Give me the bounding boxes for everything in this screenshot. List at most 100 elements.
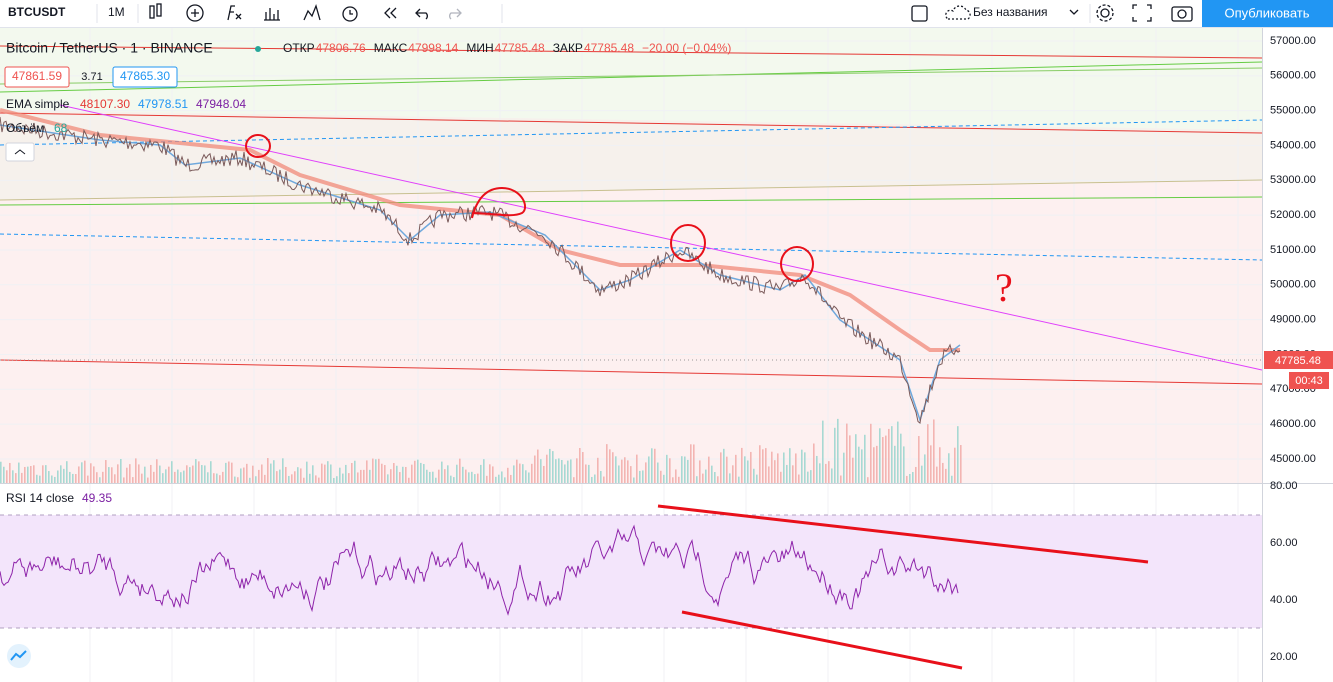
volume-bar xyxy=(342,473,344,483)
fullscreen-icon[interactable] xyxy=(1132,4,1152,22)
volume-bar xyxy=(819,463,821,483)
tv-logo-mark xyxy=(10,650,27,661)
trend-line xyxy=(0,61,1263,93)
volume-bar xyxy=(180,472,182,483)
publish-label[interactable]: Опубликовать xyxy=(1224,5,1309,20)
volume-bar xyxy=(441,461,443,483)
volume-bar xyxy=(357,472,359,483)
volume-bar xyxy=(171,461,173,483)
volume-bar xyxy=(165,469,167,483)
volume-bar xyxy=(684,456,686,483)
settings-icon[interactable] xyxy=(1100,8,1110,18)
volume-bar xyxy=(399,472,401,483)
redo-icon[interactable] xyxy=(449,8,462,20)
trend-line xyxy=(0,45,1263,59)
volume-bar xyxy=(606,444,608,483)
volume-bar xyxy=(384,465,386,483)
collapse-button[interactable] xyxy=(5,142,35,162)
volume-bar xyxy=(402,466,404,483)
volume-bar xyxy=(120,458,122,483)
fx-icon[interactable] xyxy=(227,5,242,21)
volume-bar xyxy=(234,476,236,483)
zone-green xyxy=(0,28,1262,130)
volume-bar xyxy=(9,462,11,483)
volume-bar xyxy=(522,464,524,483)
candle-icon[interactable] xyxy=(149,5,155,19)
volume-bar xyxy=(210,461,212,483)
volume-bars xyxy=(0,418,962,483)
bid-box[interactable] xyxy=(4,66,70,88)
volume-bar xyxy=(75,474,77,483)
volume-bar xyxy=(609,449,611,483)
volume-bar xyxy=(570,459,572,483)
ohlc-item: ЗАКР xyxy=(553,41,583,55)
snapshot-icon[interactable] xyxy=(1171,6,1193,22)
rsi-tick-label: 80.00 xyxy=(1270,480,1298,492)
volume-bar xyxy=(432,471,434,483)
template-icon[interactable] xyxy=(303,3,321,21)
volume-bar xyxy=(888,428,890,483)
status-dot xyxy=(255,46,261,52)
indicator-icon[interactable] xyxy=(186,4,204,22)
volume-bar xyxy=(687,459,689,483)
ohlc-item: 47785.48 xyxy=(495,41,545,55)
volume-bar xyxy=(255,476,257,483)
volume-bar xyxy=(627,460,629,483)
volume-bar xyxy=(801,449,803,483)
symbol[interactable]: BTCUSDT xyxy=(8,5,66,19)
volume-bar xyxy=(45,465,47,483)
rsi-tick-label: 20.00 xyxy=(1270,651,1298,663)
volume-bar xyxy=(99,477,101,483)
candle-icon[interactable] xyxy=(156,3,162,17)
checkbox-icon[interactable] xyxy=(911,5,928,22)
volume-bar xyxy=(447,465,449,483)
rsi-line xyxy=(0,524,959,616)
volume-bar xyxy=(759,445,761,483)
volume-bar xyxy=(486,475,488,483)
publish-button[interactable] xyxy=(1202,0,1333,27)
volume-bar xyxy=(516,459,518,483)
volume-bar xyxy=(144,466,146,483)
volume-bar xyxy=(567,460,569,483)
volume-bar xyxy=(831,468,833,483)
price-tick-label: 53000.00 xyxy=(1270,174,1316,186)
volume-bar xyxy=(624,457,626,483)
volume-bar xyxy=(900,433,902,483)
volume-bar xyxy=(912,471,914,483)
last-price-tag xyxy=(1264,351,1333,369)
volume-bar xyxy=(60,465,62,483)
volume-bar xyxy=(852,457,854,483)
volume-bar xyxy=(882,437,884,483)
volume-bar xyxy=(780,471,782,483)
price-tick-label: 49000.00 xyxy=(1270,314,1316,326)
undo-icon[interactable] xyxy=(415,8,428,20)
rsi-tick-label: 40.00 xyxy=(1270,594,1298,606)
interval[interactable]: 1M xyxy=(108,5,125,19)
volume-bar xyxy=(387,474,389,483)
volume-bar xyxy=(756,474,758,483)
volume-bar xyxy=(645,462,647,483)
replay-icon[interactable] xyxy=(384,7,397,19)
volume-bar xyxy=(528,472,530,483)
volume-bar xyxy=(750,451,752,483)
volume-bar xyxy=(642,470,644,483)
volume-bar xyxy=(660,470,662,483)
volume-bar xyxy=(285,466,287,483)
volume-bar xyxy=(126,467,128,483)
volume-bar xyxy=(930,445,932,483)
volume-bar xyxy=(381,463,383,483)
volume-bar xyxy=(363,469,365,483)
volume-bar xyxy=(504,477,506,483)
volume-bar xyxy=(768,466,770,483)
volume-bar xyxy=(48,471,50,483)
dropdown-icon[interactable] xyxy=(1069,9,1079,15)
ask-box[interactable] xyxy=(112,66,178,88)
volume-bar xyxy=(324,464,326,483)
volume-bar xyxy=(321,463,323,483)
volume-bar xyxy=(672,477,674,483)
compare-icon[interactable] xyxy=(264,8,280,21)
layout-name[interactable]: Без названия xyxy=(973,5,1048,19)
alert-icon[interactable] xyxy=(342,6,358,22)
cloud-icon[interactable] xyxy=(945,5,971,20)
volume-bar xyxy=(594,474,596,483)
